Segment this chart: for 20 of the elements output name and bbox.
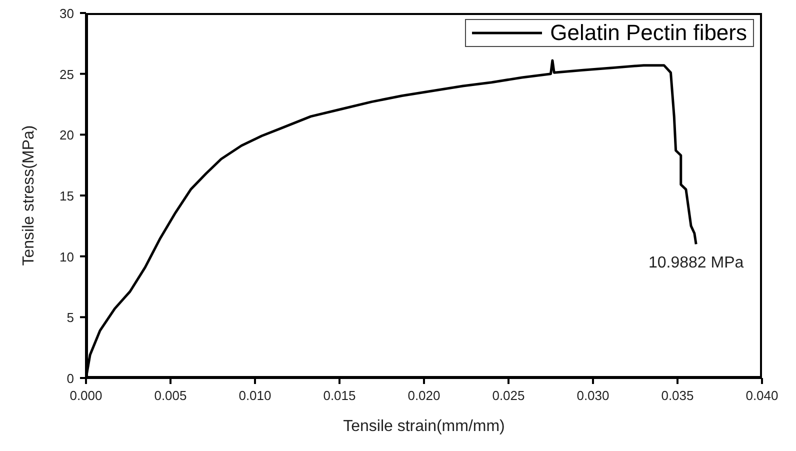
x-tick-label: 0.000 bbox=[70, 388, 102, 403]
annotation: 10.9882 MPa bbox=[648, 254, 744, 272]
x-tick-label: 0.025 bbox=[492, 388, 525, 403]
x-tick-label: 0.035 bbox=[661, 388, 694, 403]
x-tick-label: 0.005 bbox=[154, 388, 187, 403]
y-axis-title: Tensile stress(MPa) bbox=[20, 125, 38, 266]
y-tick-label: 0 bbox=[66, 371, 74, 386]
legend-label: Gelatin Pectin fibers bbox=[550, 20, 747, 46]
y-tick-label: 25 bbox=[60, 66, 74, 82]
y-tick-label: 10 bbox=[60, 249, 74, 264]
x-tick-label: 0.015 bbox=[323, 388, 356, 403]
y-tick-label: 30 bbox=[60, 6, 74, 21]
x-tick-label: 0.030 bbox=[576, 388, 610, 403]
x-axis-title: Tensile strain(mm/mm) bbox=[343, 418, 505, 435]
x-tick-label: 0.010 bbox=[238, 388, 272, 403]
y-tick-label: 20 bbox=[60, 128, 74, 143]
y-tick-label: 15 bbox=[60, 188, 74, 204]
x-tick-label: 0.040 bbox=[746, 388, 778, 403]
y-tick-label: 5 bbox=[66, 310, 74, 326]
x-tick-label: 0.020 bbox=[408, 388, 440, 403]
